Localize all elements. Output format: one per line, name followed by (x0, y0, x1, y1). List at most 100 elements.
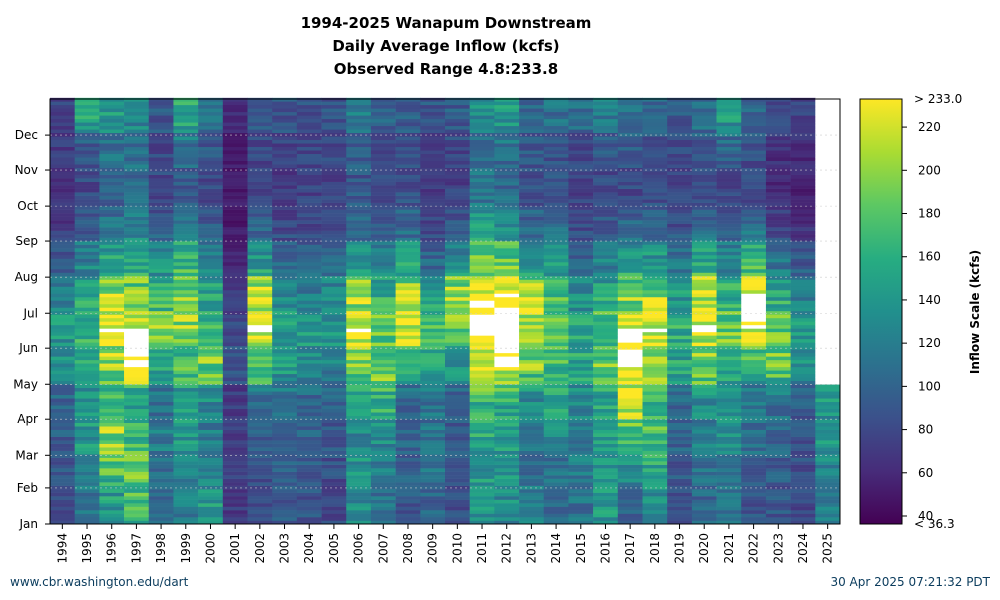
heatmap-cell (346, 143, 372, 148)
heatmap-cell (617, 185, 643, 189)
heatmap-cell (494, 300, 520, 305)
heatmap-cell (790, 164, 816, 168)
heatmap-cell (716, 492, 742, 497)
heatmap-cell (691, 482, 717, 486)
heatmap-cell (420, 401, 446, 406)
heatmap-cell (395, 118, 421, 123)
heatmap-cell (420, 122, 446, 127)
heatmap-cell (691, 97, 717, 102)
heatmap-cell (593, 286, 619, 291)
heatmap-cell (346, 220, 372, 224)
heatmap-cell (50, 468, 75, 472)
heatmap-cell (815, 188, 841, 193)
heatmap-cell (148, 132, 174, 137)
heatmap-cell (321, 195, 347, 200)
heatmap-cell (173, 132, 199, 137)
heatmap-cell (124, 262, 150, 266)
heatmap-cell (173, 202, 199, 207)
heatmap-cell (321, 160, 347, 165)
heatmap-cell (741, 122, 767, 127)
heatmap-cell (420, 429, 446, 434)
heatmap-cell (765, 143, 791, 148)
heatmap-cell (148, 401, 174, 406)
y-tick-label-aug: Aug (15, 270, 38, 284)
heatmap-cell (617, 150, 643, 155)
heatmap-cell (124, 97, 150, 102)
heatmap-cell (370, 433, 396, 437)
heatmap-cell (593, 457, 619, 462)
heatmap-cell (247, 310, 273, 315)
heatmap-cell (198, 262, 224, 266)
heatmap-cell (494, 338, 520, 343)
heatmap-cell (222, 108, 248, 113)
heatmap-cell (420, 223, 446, 228)
heatmap-cell (99, 349, 125, 354)
heatmap-cell (543, 380, 569, 385)
heatmap-cell (296, 111, 322, 116)
heatmap-cell (74, 164, 100, 168)
heatmap-cell (617, 443, 643, 448)
heatmap-cell (494, 136, 520, 141)
heatmap-cell (765, 244, 791, 249)
heatmap-cell (445, 234, 470, 238)
heatmap-cell (50, 115, 75, 120)
heatmap-cell (815, 468, 841, 472)
heatmap-cell (99, 492, 125, 497)
heatmap-cell (74, 468, 100, 472)
heatmap-cell (198, 422, 224, 427)
heatmap-cell (593, 471, 619, 476)
y-tick-label-oct: Oct (17, 199, 38, 213)
heatmap-cell (543, 352, 569, 357)
heatmap-cell (691, 373, 717, 378)
heatmap-cell (222, 380, 248, 385)
heatmap-cell (445, 122, 470, 127)
heatmap-cell (741, 286, 767, 291)
heatmap-cell (691, 506, 717, 511)
heatmap-cell (370, 405, 396, 410)
heatmap-cell (296, 384, 322, 389)
heatmap-cell (617, 408, 643, 413)
heatmap-cell (395, 352, 421, 357)
heatmap-cell (519, 269, 545, 273)
heatmap-cell (370, 335, 396, 340)
heatmap-cell (74, 387, 100, 392)
heatmap-cell (296, 492, 322, 497)
heatmap-cell (815, 405, 841, 410)
heatmap-cell (790, 269, 816, 273)
footer-source-link[interactable]: www.cbr.washington.edu/dart (10, 575, 189, 589)
heatmap-cell (395, 136, 421, 141)
heatmap-cell (568, 317, 594, 322)
heatmap-cell (173, 279, 199, 284)
heatmap-cell (198, 401, 224, 406)
heatmap-cell (296, 286, 322, 291)
heatmap-cell (247, 328, 273, 333)
heatmap-cell (346, 104, 372, 109)
heatmap-cell (568, 185, 594, 189)
heatmap-cell (543, 377, 569, 382)
heatmap-cell (173, 122, 199, 127)
heatmap-cell (617, 464, 643, 469)
heatmap-cell (543, 104, 569, 109)
heatmap-cell (222, 209, 248, 214)
heatmap-cell (593, 97, 619, 102)
heatmap-cell (321, 429, 347, 434)
heatmap-cell (420, 255, 446, 259)
heatmap-cell (543, 262, 569, 266)
heatmap-cell (543, 345, 569, 350)
heatmap-cell (74, 234, 100, 238)
heatmap-cell (568, 129, 594, 134)
heatmap-cell (765, 265, 791, 270)
heatmap-cell (543, 307, 569, 312)
heatmap-cell (370, 132, 396, 137)
heatmap-cell (272, 429, 298, 434)
heatmap-cell (74, 485, 100, 490)
heatmap-cell (716, 440, 742, 444)
heatmap-cell (543, 213, 569, 217)
heatmap-cell (741, 443, 767, 448)
heatmap-cell (519, 352, 545, 357)
heatmap-cell (445, 255, 470, 259)
heatmap-cell (198, 366, 224, 371)
heatmap-cell (74, 496, 100, 500)
heatmap-cell (370, 262, 396, 266)
heatmap-cell (124, 352, 150, 357)
